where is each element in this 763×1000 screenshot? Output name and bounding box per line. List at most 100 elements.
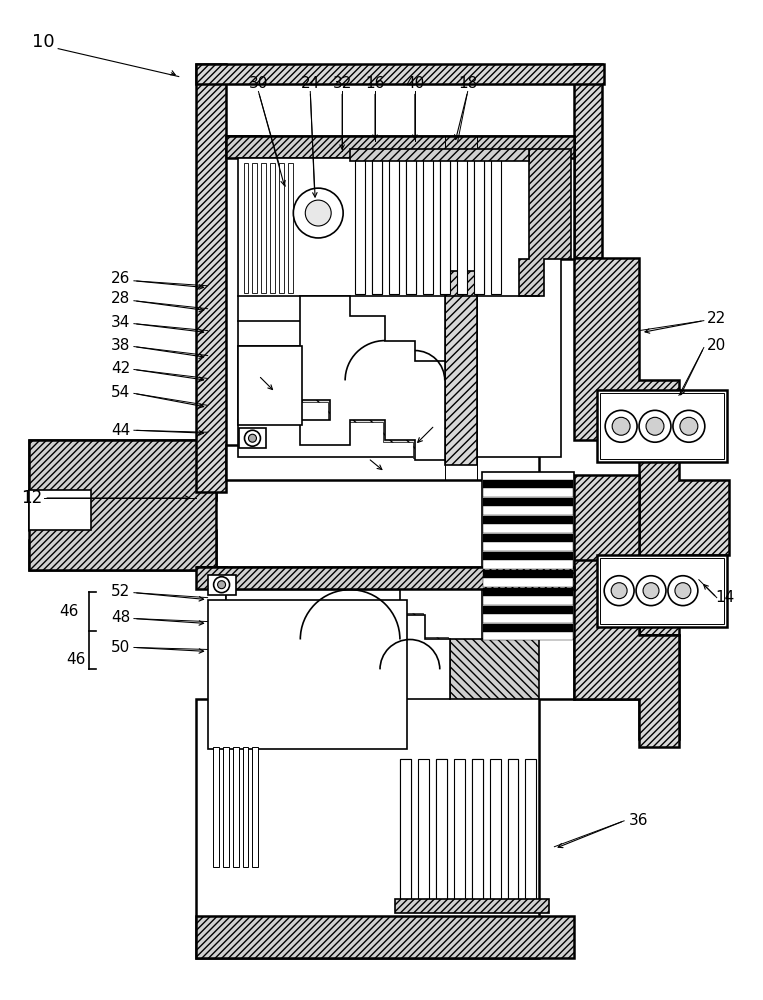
Polygon shape: [29, 490, 91, 530]
Circle shape: [675, 583, 691, 599]
Bar: [483, 596, 573, 605]
Bar: [481, 472, 575, 639]
Circle shape: [604, 576, 634, 606]
Bar: [439, 149, 449, 294]
Bar: [483, 578, 573, 587]
Circle shape: [612, 417, 630, 435]
Bar: [195, 567, 575, 589]
Bar: [474, 149, 484, 294]
Bar: [483, 588, 573, 596]
Bar: [472, 759, 483, 899]
Bar: [355, 149, 365, 294]
Bar: [400, 759, 411, 899]
Text: 28: 28: [111, 291, 130, 306]
Bar: [597, 555, 726, 627]
Polygon shape: [29, 440, 216, 570]
Bar: [208, 575, 236, 595]
Polygon shape: [211, 602, 390, 747]
Text: 52: 52: [111, 584, 130, 599]
Bar: [439, 149, 449, 294]
Bar: [253, 163, 257, 293]
Bar: [600, 558, 724, 624]
Bar: [406, 149, 416, 294]
Text: 44: 44: [111, 423, 130, 438]
Polygon shape: [226, 136, 575, 480]
Bar: [423, 149, 433, 294]
Text: 12: 12: [21, 489, 42, 507]
Bar: [195, 916, 575, 958]
Bar: [483, 560, 573, 569]
Bar: [223, 747, 229, 867]
Polygon shape: [226, 590, 449, 699]
Bar: [226, 136, 575, 158]
Polygon shape: [301, 296, 445, 460]
Text: 54: 54: [111, 385, 130, 400]
Polygon shape: [195, 567, 575, 958]
Circle shape: [214, 577, 230, 593]
Bar: [491, 149, 501, 294]
Bar: [597, 390, 726, 462]
Bar: [483, 498, 573, 506]
Bar: [483, 506, 573, 515]
Bar: [350, 149, 530, 161]
Text: 24: 24: [301, 76, 320, 91]
Bar: [575, 64, 602, 258]
Text: 48: 48: [111, 610, 130, 625]
Text: 42: 42: [111, 361, 130, 376]
Text: 50: 50: [111, 640, 130, 655]
Circle shape: [680, 417, 698, 435]
Text: 20: 20: [707, 338, 726, 353]
Circle shape: [646, 417, 664, 435]
Circle shape: [249, 434, 256, 442]
Bar: [243, 747, 249, 867]
Bar: [253, 747, 259, 867]
Circle shape: [636, 576, 666, 606]
Bar: [507, 759, 519, 899]
Polygon shape: [575, 560, 679, 747]
Bar: [483, 542, 573, 551]
Bar: [233, 747, 239, 867]
Text: 32: 32: [333, 76, 352, 91]
Bar: [372, 149, 382, 294]
Bar: [483, 480, 573, 488]
Polygon shape: [302, 298, 443, 458]
Circle shape: [643, 583, 659, 599]
Text: 36: 36: [629, 813, 649, 828]
Text: 14: 14: [715, 590, 734, 605]
Bar: [395, 899, 549, 913]
Text: 26: 26: [111, 271, 130, 286]
Circle shape: [611, 583, 627, 599]
Bar: [239, 428, 266, 448]
Polygon shape: [575, 475, 679, 739]
Bar: [288, 163, 293, 293]
Circle shape: [244, 430, 260, 446]
Bar: [418, 759, 429, 899]
Bar: [237, 158, 562, 457]
Bar: [474, 149, 484, 294]
Bar: [507, 759, 519, 899]
Circle shape: [639, 410, 671, 442]
Text: 10: 10: [32, 33, 54, 51]
Circle shape: [305, 200, 331, 226]
Bar: [213, 747, 218, 867]
Text: 22: 22: [707, 311, 726, 326]
Text: 34: 34: [111, 315, 130, 330]
Bar: [483, 552, 573, 560]
Bar: [262, 163, 266, 293]
Bar: [454, 759, 465, 899]
Bar: [472, 759, 483, 899]
Bar: [483, 624, 573, 632]
Bar: [240, 349, 299, 422]
Polygon shape: [520, 149, 571, 296]
Bar: [457, 149, 467, 294]
Polygon shape: [575, 258, 729, 635]
Bar: [483, 570, 573, 578]
Circle shape: [293, 188, 343, 238]
Polygon shape: [449, 639, 539, 699]
Text: 46: 46: [66, 652, 85, 667]
Bar: [270, 163, 275, 293]
Bar: [483, 632, 573, 640]
Polygon shape: [29, 440, 216, 570]
Bar: [483, 488, 573, 497]
Text: 46: 46: [60, 604, 79, 619]
